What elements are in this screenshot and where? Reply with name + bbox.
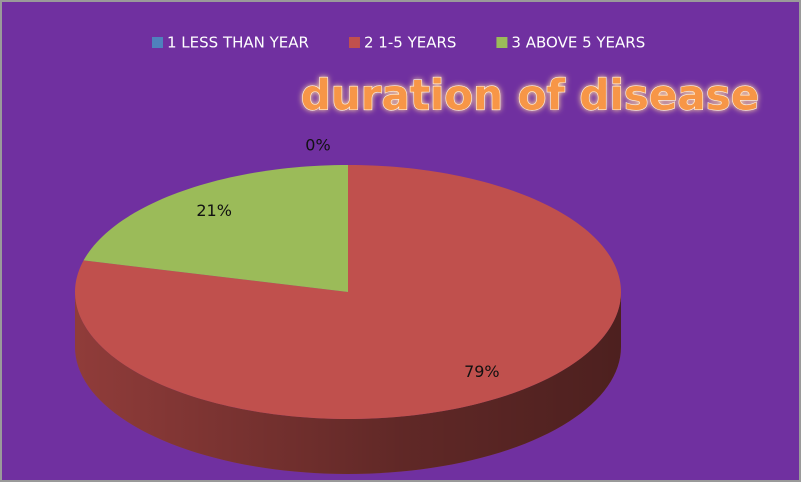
- data-label: 79%: [464, 362, 500, 381]
- pie-slice: [75, 165, 621, 419]
- legend-label: 2 1-5 YEARS: [364, 34, 456, 52]
- chart-title: duration of disease: [301, 71, 759, 120]
- data-label: 21%: [196, 201, 232, 220]
- legend-label: 1 LESS THAN YEAR: [167, 34, 309, 52]
- legend-label: 3 ABOVE 5 YEARS: [511, 34, 645, 52]
- legend-swatch: [152, 37, 163, 48]
- data-label: 0%: [305, 135, 330, 154]
- legend-swatch: [496, 37, 508, 48]
- legend-swatch: [348, 37, 360, 48]
- pie-side-shade: [75, 292, 621, 474]
- pie-slice: [83, 165, 349, 292]
